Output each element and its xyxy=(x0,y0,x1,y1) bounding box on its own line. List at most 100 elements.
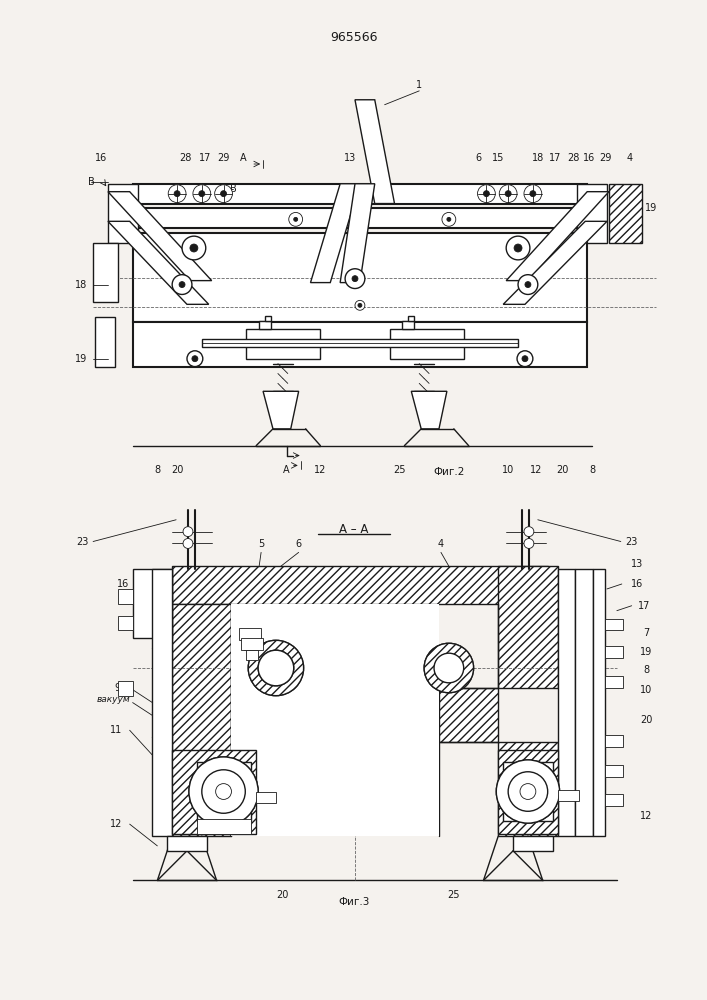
Bar xyxy=(245,640,256,650)
Text: 9: 9 xyxy=(115,683,121,693)
Bar xyxy=(593,569,605,836)
Circle shape xyxy=(477,185,496,203)
Bar xyxy=(256,792,276,803)
Polygon shape xyxy=(506,192,609,281)
Bar xyxy=(201,339,518,347)
Text: 7: 7 xyxy=(643,628,650,638)
Text: 965566: 965566 xyxy=(330,31,378,44)
Circle shape xyxy=(187,351,203,367)
Text: 23: 23 xyxy=(626,537,638,547)
Bar xyxy=(93,243,118,302)
Bar xyxy=(605,794,623,806)
Bar xyxy=(558,569,575,836)
Text: 23: 23 xyxy=(76,537,88,547)
Text: 8: 8 xyxy=(154,465,160,475)
Bar xyxy=(498,750,558,834)
Bar xyxy=(118,681,133,696)
Circle shape xyxy=(514,244,522,252)
Circle shape xyxy=(183,539,193,548)
Text: 16: 16 xyxy=(583,153,595,163)
Bar xyxy=(605,646,623,658)
Text: 25: 25 xyxy=(393,465,406,475)
Circle shape xyxy=(216,784,231,799)
Circle shape xyxy=(288,212,303,226)
Bar xyxy=(498,742,558,836)
Bar xyxy=(197,762,251,821)
Circle shape xyxy=(530,191,536,197)
Text: 28: 28 xyxy=(567,153,580,163)
Bar xyxy=(133,208,588,228)
Bar xyxy=(605,765,623,777)
Polygon shape xyxy=(340,184,375,283)
Circle shape xyxy=(345,269,365,289)
Circle shape xyxy=(179,282,185,288)
Bar xyxy=(197,819,251,834)
Text: 20: 20 xyxy=(276,890,289,900)
Circle shape xyxy=(434,653,464,683)
Text: 25: 25 xyxy=(448,890,460,900)
Text: 6: 6 xyxy=(296,539,302,549)
Text: 20: 20 xyxy=(556,465,568,475)
Text: 11: 11 xyxy=(110,725,122,735)
Circle shape xyxy=(173,275,192,294)
Bar xyxy=(133,322,588,367)
Circle shape xyxy=(520,784,536,799)
Text: A: A xyxy=(283,465,289,475)
Bar xyxy=(259,321,271,329)
Circle shape xyxy=(355,300,365,310)
Circle shape xyxy=(508,772,548,811)
Text: 19: 19 xyxy=(641,647,653,657)
Text: 10: 10 xyxy=(641,685,653,695)
Bar xyxy=(133,233,588,322)
Bar xyxy=(231,604,439,836)
Text: Фиг.3: Фиг.3 xyxy=(339,897,370,907)
Bar xyxy=(118,589,133,604)
Circle shape xyxy=(442,212,456,226)
Polygon shape xyxy=(411,391,447,429)
Bar xyxy=(503,762,553,821)
Circle shape xyxy=(168,185,186,203)
Text: A: A xyxy=(240,153,247,163)
Circle shape xyxy=(525,282,531,288)
Text: 16: 16 xyxy=(117,579,129,589)
Circle shape xyxy=(221,191,226,197)
Text: 16: 16 xyxy=(631,579,643,589)
Bar xyxy=(133,184,588,204)
Bar xyxy=(153,569,173,836)
Polygon shape xyxy=(355,100,395,204)
Circle shape xyxy=(484,191,489,197)
Bar xyxy=(118,616,133,630)
Circle shape xyxy=(215,185,233,203)
Text: А – А: А – А xyxy=(339,523,368,536)
Text: 13: 13 xyxy=(344,153,356,163)
Circle shape xyxy=(201,770,245,813)
Text: 8: 8 xyxy=(643,665,650,675)
Text: 17: 17 xyxy=(638,601,650,611)
Circle shape xyxy=(506,236,530,260)
Bar xyxy=(265,316,271,321)
Text: 15: 15 xyxy=(492,153,505,163)
Circle shape xyxy=(258,650,293,686)
Text: 8: 8 xyxy=(589,465,595,475)
Text: B: B xyxy=(88,177,95,187)
Text: 17: 17 xyxy=(549,153,562,163)
Bar xyxy=(409,316,414,321)
Text: B: B xyxy=(230,184,237,194)
Text: 4: 4 xyxy=(438,539,444,549)
Text: 18: 18 xyxy=(532,153,544,163)
Polygon shape xyxy=(503,221,607,304)
Bar xyxy=(246,329,320,359)
Text: вакуум: вакуум xyxy=(97,695,131,704)
Text: 6: 6 xyxy=(475,153,481,163)
Bar xyxy=(605,735,623,747)
Circle shape xyxy=(496,760,559,823)
Bar xyxy=(241,638,263,650)
Bar xyxy=(173,604,231,836)
Circle shape xyxy=(189,757,258,826)
Circle shape xyxy=(189,757,258,826)
Text: 28: 28 xyxy=(179,153,191,163)
Text: 20: 20 xyxy=(171,465,183,475)
Text: 12: 12 xyxy=(641,811,653,821)
Circle shape xyxy=(517,351,533,367)
Text: 1: 1 xyxy=(416,80,422,90)
